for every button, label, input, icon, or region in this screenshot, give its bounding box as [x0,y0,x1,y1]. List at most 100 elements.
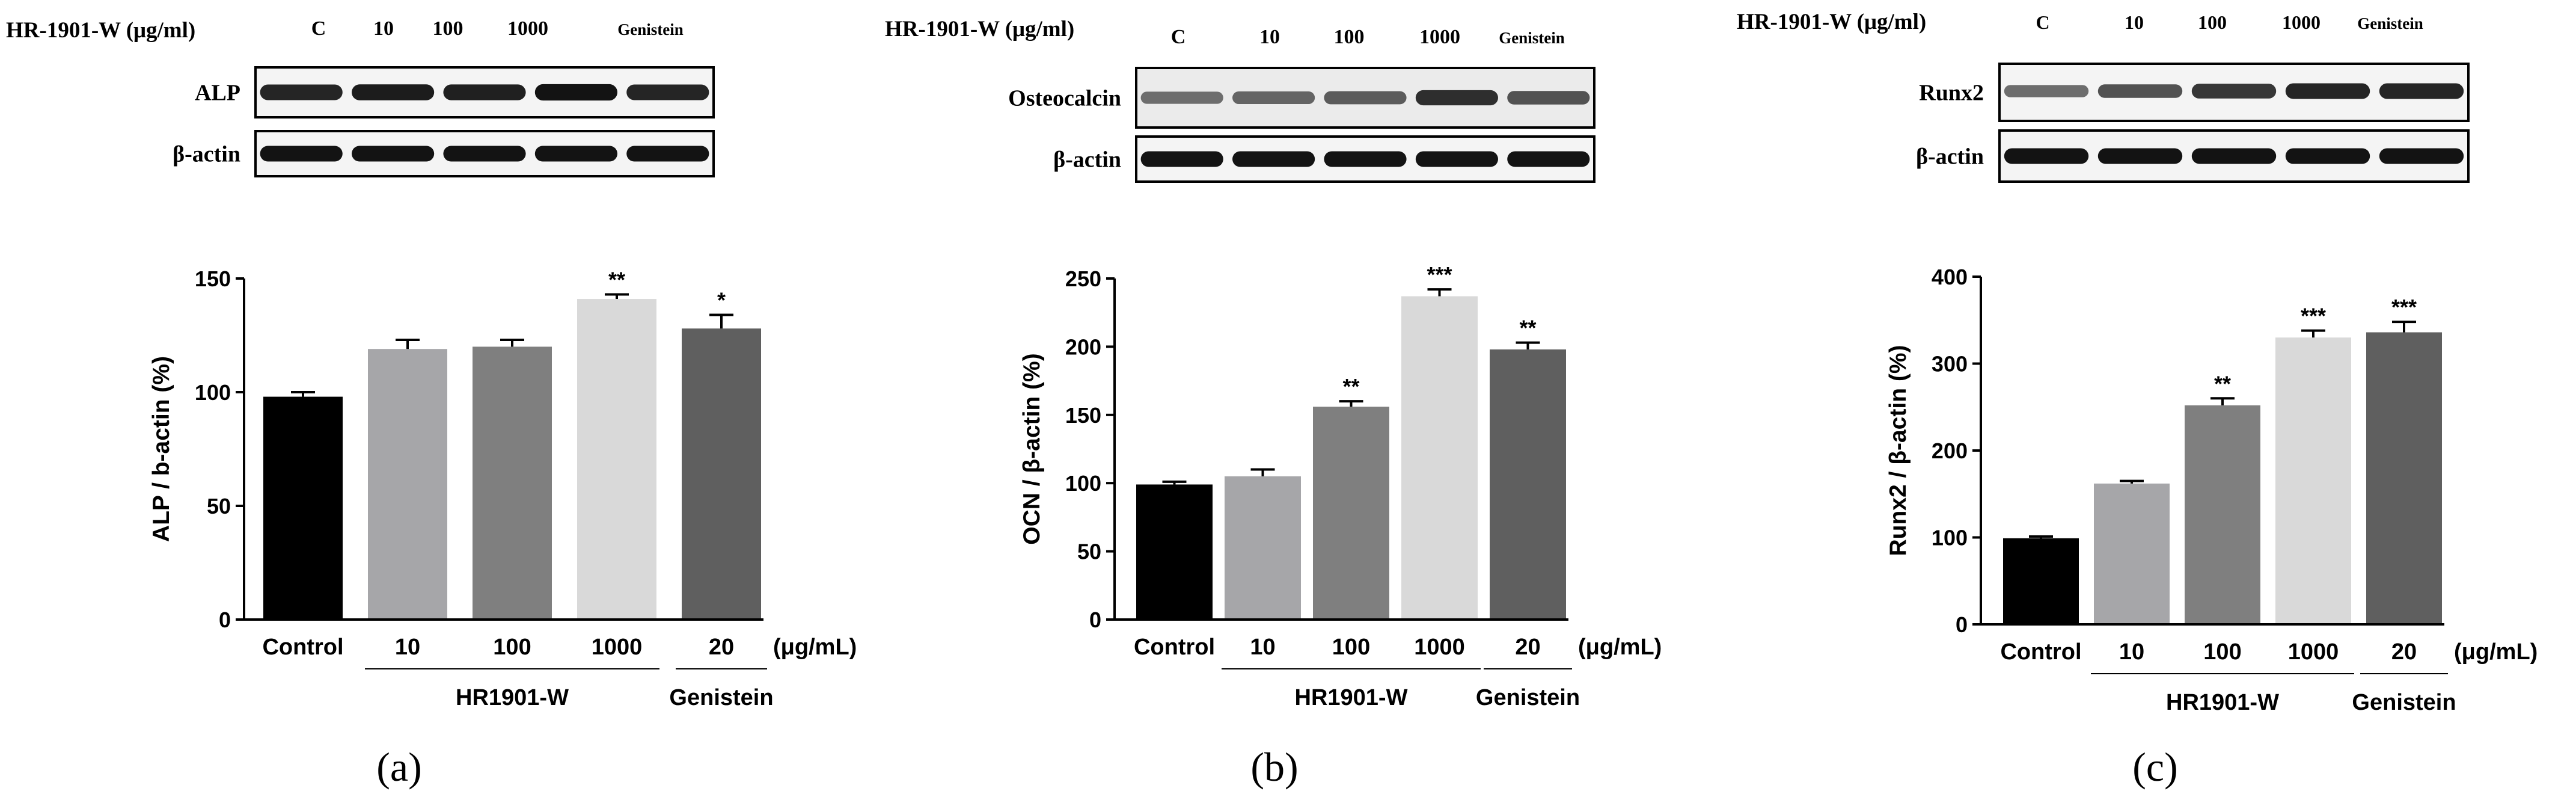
blot-row: ALP [195,66,715,118]
significance-label: *** [2391,295,2417,319]
blot-band [2004,148,2089,164]
y-axis-label: OCN / β-actin (%) [1019,353,1045,544]
bar [1225,476,1301,620]
x-tick-label: 10 [395,635,420,660]
y-tick-label: 200 [1932,438,1968,463]
significance-label: ** [2214,371,2231,396]
bar [1401,296,1478,620]
bar-chart: 0 50 100 150 200 250 OCN / β-actin (%) Control 1… [1019,262,1662,710]
y-tick-label: 150 [195,266,231,291]
y-tick-label: 300 [1932,352,1968,377]
y-tick-label: 50 [207,494,231,518]
panel-b: HR-1901-W (μg/ml) C 10 100 1000 GenisteinOste… [885,17,1662,790]
y-tick-label: 250 [1065,266,1101,291]
significance-label: *** [2301,304,2326,328]
x-tick-label: Control [2000,639,2081,665]
y-tick-label: 400 [1932,265,1968,289]
blot-row: β-actin [1053,135,1595,183]
unit-label: (μg/mL) [773,635,857,660]
blot-lane-label: 100 [433,17,463,40]
significance-label: ** [1519,316,1536,340]
blot-band [1140,151,1223,167]
blot-lane-label: Genistein [617,20,684,38]
blot-band [2379,148,2464,164]
panel-c: HR-1901-W (μg/ml) C 10 100 1000 GenisteinRunx… [1737,10,2538,790]
blot-band [2191,148,2277,164]
blot-band [1507,91,1590,105]
blot-row-label: Runx2 [1919,81,1984,106]
panel-caption: (a) [376,744,421,790]
bar [682,328,761,620]
group-label-hr1901: HR1901-W [1295,685,1408,710]
group-label-hr1901: HR1901-W [2166,690,2279,715]
blot-band [260,146,343,162]
y-tick-label: 0 [219,608,231,632]
blot-lane-label: 10 [2125,11,2144,33]
bar [2185,405,2260,624]
significance-label: ** [608,267,625,292]
group-label-genistein: Genistein [669,685,773,710]
bar [473,346,552,620]
significance-label: * [717,288,726,312]
unit-label: (μg/mL) [2454,639,2538,665]
blot-band [2191,84,2277,99]
blot-row-label: β-actin [1916,144,1984,170]
blot-band [2004,85,2089,97]
x-tick-label: 100 [1332,635,1370,660]
blot-header-label: HR-1901-W (μg/ml) [6,18,195,43]
blot-band [1324,151,1407,167]
blot-band [626,84,709,100]
blot-lane-label: 10 [373,17,394,40]
blot-band [626,146,709,162]
blot-band [352,146,435,162]
panel-caption: (b) [1250,744,1298,790]
blot-band [443,84,526,100]
bar [1313,407,1389,620]
blot-row: β-actin [1916,129,2470,183]
blot-band [534,146,617,162]
bar [2275,337,2351,624]
y-tick-label: 0 [1089,608,1101,632]
blot-band [2097,84,2183,98]
blot-lane-label: 100 [1334,26,1365,48]
blot-band [2379,83,2464,99]
blot-lane-label: 10 [1259,26,1280,48]
blot-lane-label: Genistein [1499,29,1565,47]
y-tick-label: 100 [195,380,231,405]
blot-lane-label: C [311,17,326,40]
blot-row: β-actin [173,130,715,177]
blot-row-label: Osteocalcin [1008,86,1121,111]
x-tick-label: 20 [2391,639,2417,665]
blot-row: Runx2 [1919,63,2470,122]
blot-band [260,84,343,100]
group-label-hr1901: HR1901-W [456,685,569,710]
y-tick-label: 0 [1956,612,1968,637]
blot-row-label: β-actin [1053,147,1121,173]
y-axis-label: ALP / b-actin (%) [148,356,174,542]
panel-a: HR-1901-W (μg/ml) C 10 100 100 0 Genistein ALP β… [6,17,857,790]
x-tick-label: 100 [493,635,531,660]
bar [2003,538,2079,624]
y-tick-label: 150 [1065,403,1101,428]
blot-row-label: β-actin [173,142,240,167]
bar [368,349,447,620]
bar [263,396,343,620]
group-label-genistein: Genistein [2352,690,2456,715]
bar [1136,484,1213,620]
blot-header-label: HR-1901-W (μg/ml) [1737,10,1926,34]
x-tick-label: 20 [709,635,734,660]
x-tick-label: 10 [1250,635,1275,660]
significance-label: ** [1342,374,1359,399]
y-tick-label: 200 [1065,334,1101,359]
blot-band [1140,91,1223,104]
blot-band [352,84,435,100]
x-tick-label: 1000 [1414,635,1465,660]
bar [2366,332,2442,624]
x-tick-label: 20 [1515,635,1540,660]
y-tick-label: 100 [1065,471,1101,496]
blot-lane-label: 1000 [2282,11,2321,33]
panel-caption: (c) [2132,744,2177,790]
x-tick-label: Control [1134,635,1215,660]
